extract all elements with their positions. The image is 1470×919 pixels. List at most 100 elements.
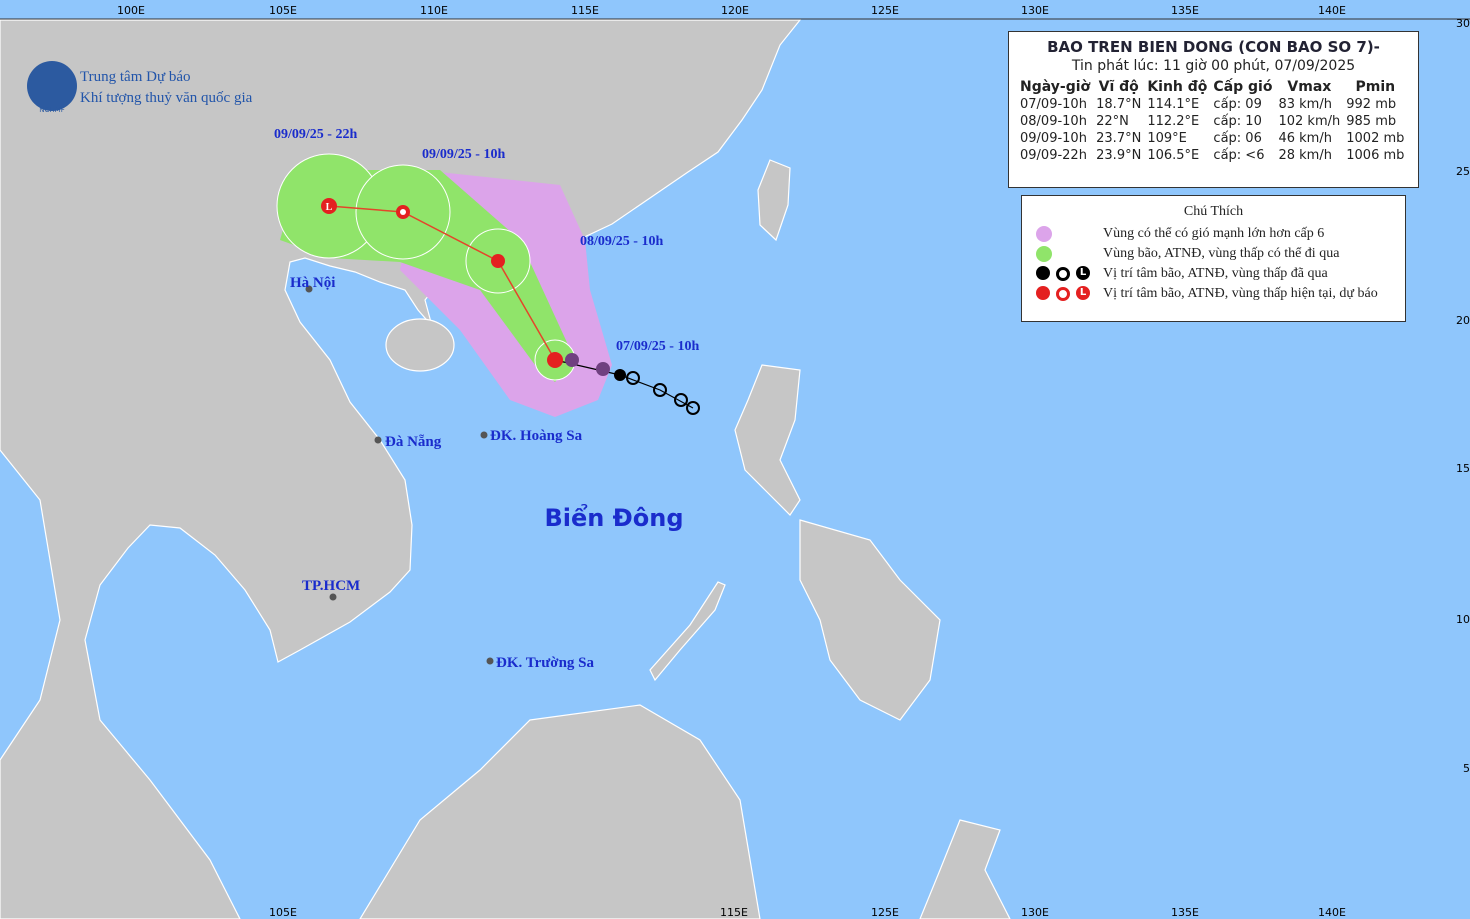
table-cell: cấp: <6	[1213, 148, 1265, 163]
table-cell: 28 km/h	[1278, 148, 1332, 163]
past-track	[554, 359, 694, 409]
table-cell: 09/09-22h	[1020, 148, 1087, 163]
org-name: Khí tượng thuỷ văn quốc gia	[80, 90, 253, 106]
table-row: 09/09-10h 23.7°N 109°E cấp: 06 46 km/h 1002 m…	[1017, 130, 1407, 147]
legend: Chú Thích Vùng có thể có gió mạnh lớn hơ…	[1021, 195, 1406, 322]
legend-swatch	[1036, 246, 1052, 262]
legend-item: Vùng bão, ATNĐ, vùng thấp có thể đi qua	[1022, 244, 1405, 264]
legend-title: Chú Thích	[1183, 204, 1244, 219]
lon-label: 130E	[1021, 4, 1049, 17]
lon-label: 140E	[1318, 906, 1346, 919]
column-header: Pmin	[1355, 79, 1396, 95]
track-label: 08/09/25 - 10h	[580, 234, 663, 249]
track-label: 09/09/25 - 22h	[274, 127, 357, 142]
lat-label: 20	[1456, 314, 1470, 327]
table-cell: cấp: 09	[1213, 97, 1262, 112]
legend-symbol	[1056, 267, 1070, 281]
table-cell: 1006 mb	[1346, 148, 1405, 163]
land	[0, 19, 1011, 919]
track-label: 07/09/25 - 10h	[616, 339, 699, 354]
past-storm	[565, 353, 579, 367]
column-header: Cấp gió	[1213, 79, 1273, 95]
table-row: 09/09-22h 23.9°N 106.5°E cấp: <6 28 km/h 1006…	[1017, 147, 1407, 164]
lat-label: 15	[1456, 462, 1470, 475]
issued: Tin phát lúc: 11 giờ 00 phút, 07/09/2025	[1071, 58, 1356, 74]
table-cell: 106.5°E	[1147, 148, 1200, 163]
table-row: 08/09-10h 22°N 112.2°E cấp: 10 102 km/h 985 m…	[1017, 113, 1407, 130]
table-cell: 09/09-10h	[1020, 131, 1087, 146]
column-header: Kinh độ	[1147, 79, 1208, 95]
table-cell: 07/09-10h	[1020, 97, 1087, 112]
table-cell: 23.7°N	[1096, 131, 1142, 146]
column-header: Vĩ độ	[1098, 79, 1139, 95]
table-cell: 114.1°E	[1147, 97, 1200, 112]
lon-label: 135E	[1171, 906, 1199, 919]
place-label: ĐK. Hoàng Sa	[490, 428, 583, 444]
lon-label: 130E	[1021, 906, 1049, 919]
lon-label: 140E	[1318, 4, 1346, 17]
forecast-storm	[491, 254, 505, 268]
place-label: TP.HCM	[302, 578, 360, 594]
table-cell: 08/09-10h	[1020, 114, 1087, 129]
table-row: 07/09-10h 18.7°N 114.1°E cấp: 09 83 km/h 992 …	[1017, 96, 1407, 113]
lon-label: 115E	[571, 4, 599, 17]
place-label: Đà Nẵng	[385, 434, 442, 450]
legend-symbol	[1036, 266, 1050, 280]
past-storm	[596, 362, 610, 376]
lon-label: 100E	[117, 4, 145, 17]
legend-symbol: L	[1076, 286, 1090, 300]
legend-symbol	[1056, 287, 1070, 301]
table-cell: 46 km/h	[1278, 131, 1332, 146]
lon-label: 135E	[1171, 4, 1199, 17]
logo	[27, 61, 77, 111]
table-cell: 109°E	[1147, 131, 1187, 146]
legend-text: Vùng bão, ATNĐ, vùng thấp có thể đi qua	[1103, 246, 1340, 261]
table-cell: 992 mb	[1346, 97, 1397, 112]
legend-text: Vùng có thể có gió mạnh lớn hơn cấp 6	[1103, 226, 1325, 241]
lon-label: 110E	[420, 4, 448, 17]
legend-text: Vị trí tâm bão, ATNĐ, vùng thấp đã qua	[1103, 266, 1328, 281]
legend-swatch	[1036, 226, 1052, 242]
past-positions	[626, 371, 700, 415]
bulletin-title: BAO TREN BIEN DONG (CON BAO SO 7)-	[1047, 38, 1380, 56]
table-cell: 112.2°E	[1147, 114, 1200, 129]
track-label: 09/09/25 - 10h	[422, 147, 505, 162]
place-dots	[305, 285, 494, 665]
table-cell: 18.7°N	[1096, 97, 1142, 112]
column-header: Vmax	[1287, 79, 1332, 95]
table-cell: cấp: 06	[1213, 131, 1262, 146]
lon-label: 115E	[720, 906, 748, 919]
lat-label: 30	[1456, 17, 1470, 30]
legend-symbol: L	[1076, 266, 1090, 280]
table-cell: 985 mb	[1346, 114, 1397, 129]
place-label: Hà Nội	[290, 275, 335, 291]
low-letter: L	[326, 202, 333, 213]
lon-label: 125E	[871, 4, 899, 17]
logo-text: NCHMF	[39, 106, 64, 114]
legend-symbol	[1036, 286, 1050, 300]
table-cell: 83 km/h	[1278, 97, 1332, 112]
legend-text: Vị trí tâm bão, ATNĐ, vùng thấp hiện tại…	[1103, 286, 1378, 301]
sea-label: Biển Đông	[544, 502, 683, 532]
table-cell: 22°N	[1096, 114, 1129, 129]
place-label: ĐK. Trường Sa	[496, 655, 595, 671]
lat-label: 5	[1463, 762, 1470, 775]
forecast-low	[321, 198, 337, 214]
legend-item: L Vị trí tâm bão, ATNĐ, vùng thấp hiện tạ…	[1022, 284, 1405, 304]
lon-label: 105E	[269, 4, 297, 17]
forecast-storm	[400, 209, 406, 215]
table-cell: 23.9°N	[1096, 148, 1142, 163]
current-storm	[547, 352, 563, 368]
lon-label: 120E	[721, 4, 749, 17]
column-header: Ngày-giờ	[1020, 79, 1091, 95]
track-table: Ngày-giờ Vĩ độ Kinh độ Cấp gió Vmax Pmin 07/09…	[1017, 78, 1407, 164]
legend-item: L Vị trí tâm bão, ATNĐ, vùng thấp đã qua	[1022, 264, 1405, 284]
table-cell: cấp: 10	[1213, 114, 1262, 129]
lat-label: 10	[1456, 613, 1470, 626]
forecast-track	[328, 205, 556, 361]
legend-item: Vùng có thể có gió mạnh lớn hơn cấp 6	[1022, 224, 1405, 244]
lon-label: 105E	[269, 906, 297, 919]
org-name: Trung tâm Dự báo	[80, 69, 191, 85]
past-storm	[614, 369, 626, 381]
